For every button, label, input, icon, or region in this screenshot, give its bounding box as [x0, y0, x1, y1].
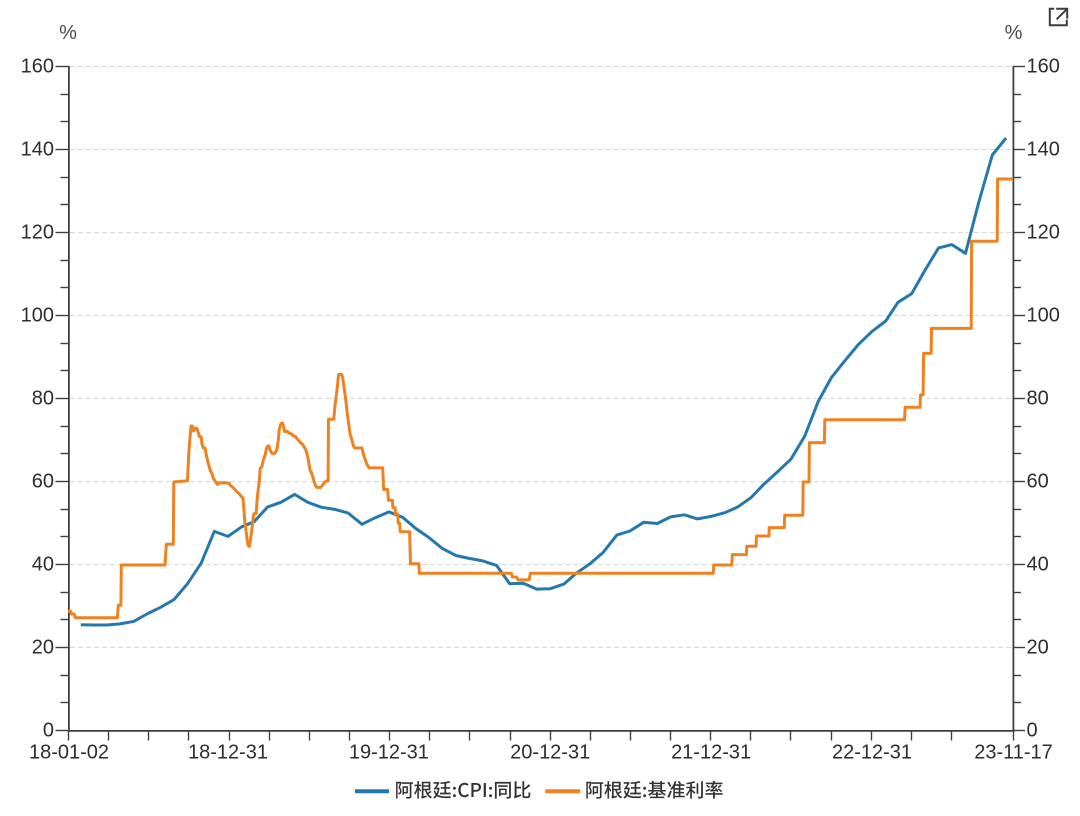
svg-text:100: 100: [21, 304, 54, 326]
svg-text:160: 160: [21, 55, 54, 77]
svg-text:0: 0: [43, 719, 54, 741]
svg-text:22-12-31: 22-12-31: [832, 742, 912, 764]
svg-text:140: 140: [1027, 138, 1060, 160]
svg-text:40: 40: [1027, 553, 1049, 575]
svg-text:19-12-31: 19-12-31: [349, 742, 429, 764]
svg-text:%: %: [59, 22, 77, 44]
svg-text:80: 80: [1027, 387, 1049, 409]
svg-text:120: 120: [21, 221, 54, 243]
svg-text:20: 20: [32, 636, 54, 658]
svg-text:21-12-31: 21-12-31: [671, 742, 751, 764]
svg-text:0: 0: [1027, 719, 1038, 741]
svg-text:20: 20: [1027, 636, 1049, 658]
svg-text:18-12-31: 18-12-31: [188, 742, 268, 764]
svg-text:20-12-31: 20-12-31: [510, 742, 590, 764]
svg-text:100: 100: [1027, 304, 1060, 326]
svg-text:60: 60: [1027, 470, 1049, 492]
svg-text:23-11-17: 23-11-17: [974, 742, 1053, 764]
svg-text:%: %: [1005, 22, 1023, 44]
svg-text:120: 120: [1027, 221, 1060, 243]
svg-text:160: 160: [1027, 55, 1060, 77]
svg-text:80: 80: [32, 387, 54, 409]
svg-text:60: 60: [32, 470, 54, 492]
svg-text:140: 140: [21, 138, 54, 160]
svg-text:40: 40: [32, 553, 54, 575]
svg-text:18-01-02: 18-01-02: [29, 742, 109, 764]
